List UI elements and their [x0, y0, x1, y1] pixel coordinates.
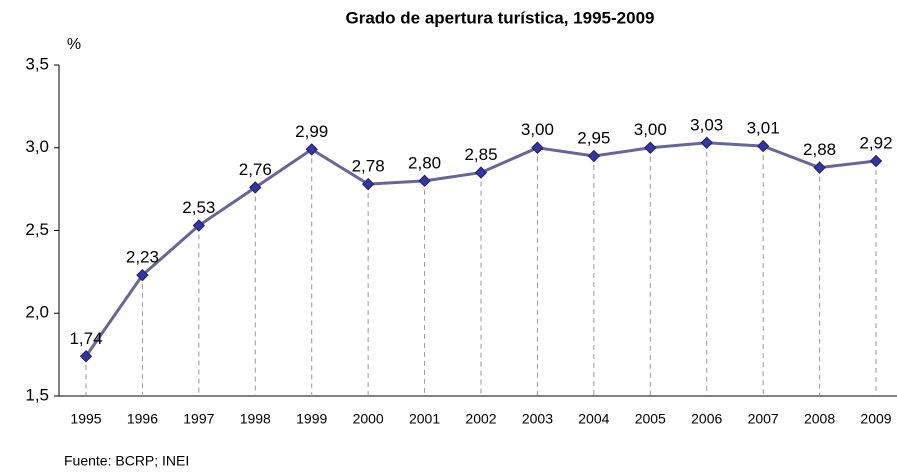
x-tick-label: 2003 [522, 411, 553, 427]
x-tick-label: 2002 [465, 411, 496, 427]
data-label: 2,80 [408, 153, 441, 172]
point-marker [361, 177, 375, 191]
x-tick-label: 1996 [127, 411, 158, 427]
x-tick-label: 2005 [635, 411, 666, 427]
point-marker [813, 161, 826, 174]
point-marker [136, 268, 149, 282]
data-label: 2,92 [859, 133, 892, 152]
x-tick-label: 2006 [691, 411, 722, 427]
data-label: 2,95 [577, 129, 610, 148]
data-label: 2,23 [126, 248, 159, 267]
x-tick-label: 2001 [409, 411, 440, 427]
data-label: 3,01 [747, 119, 780, 138]
data-label: 2,53 [182, 198, 215, 217]
x-tick-label: 2000 [353, 411, 384, 427]
point-marker [700, 136, 713, 149]
x-tick-label: 1999 [296, 411, 327, 427]
data-label: 3,00 [634, 120, 667, 139]
y-tick-label: 2,5 [25, 220, 49, 239]
x-tick-label: 1995 [70, 411, 101, 427]
x-tick-label: 2008 [804, 411, 835, 427]
y-axis-label: % [67, 36, 81, 53]
y-tick-label: 3,5 [25, 54, 49, 73]
point-marker [756, 139, 770, 153]
data-label: 2,78 [352, 157, 385, 176]
data-label: 2,99 [295, 122, 328, 141]
x-tick-label: 1997 [183, 411, 214, 427]
data-label: 1,74 [69, 329, 102, 348]
x-tick-label: 1998 [240, 411, 271, 427]
source-note: Fuente: BCRP; INEI [64, 453, 189, 469]
point-marker [474, 166, 488, 179]
point-marker [869, 154, 883, 168]
point-marker [249, 181, 262, 194]
point-marker [192, 219, 206, 232]
y-tick-label: 3,0 [25, 137, 49, 156]
point-marker [587, 149, 601, 163]
data-label: 2,88 [803, 140, 836, 159]
data-label: 2,85 [464, 145, 497, 164]
point-marker [418, 174, 431, 188]
point-marker [644, 141, 657, 154]
point-marker [305, 143, 318, 156]
data-label: 2,76 [239, 160, 272, 179]
data-label: 3,00 [521, 120, 554, 139]
chart-title: Grado de apertura turística, 1995-2009 [346, 8, 655, 27]
x-tick-label: 2009 [860, 411, 891, 427]
data-label: 3,03 [690, 115, 723, 134]
y-tick-label: 1,5 [25, 385, 49, 404]
x-tick-label: 2007 [748, 411, 779, 427]
y-tick-label: 2,0 [25, 303, 49, 322]
point-marker [531, 141, 544, 154]
point-marker [79, 350, 93, 363]
x-tick-label: 2004 [578, 411, 609, 427]
